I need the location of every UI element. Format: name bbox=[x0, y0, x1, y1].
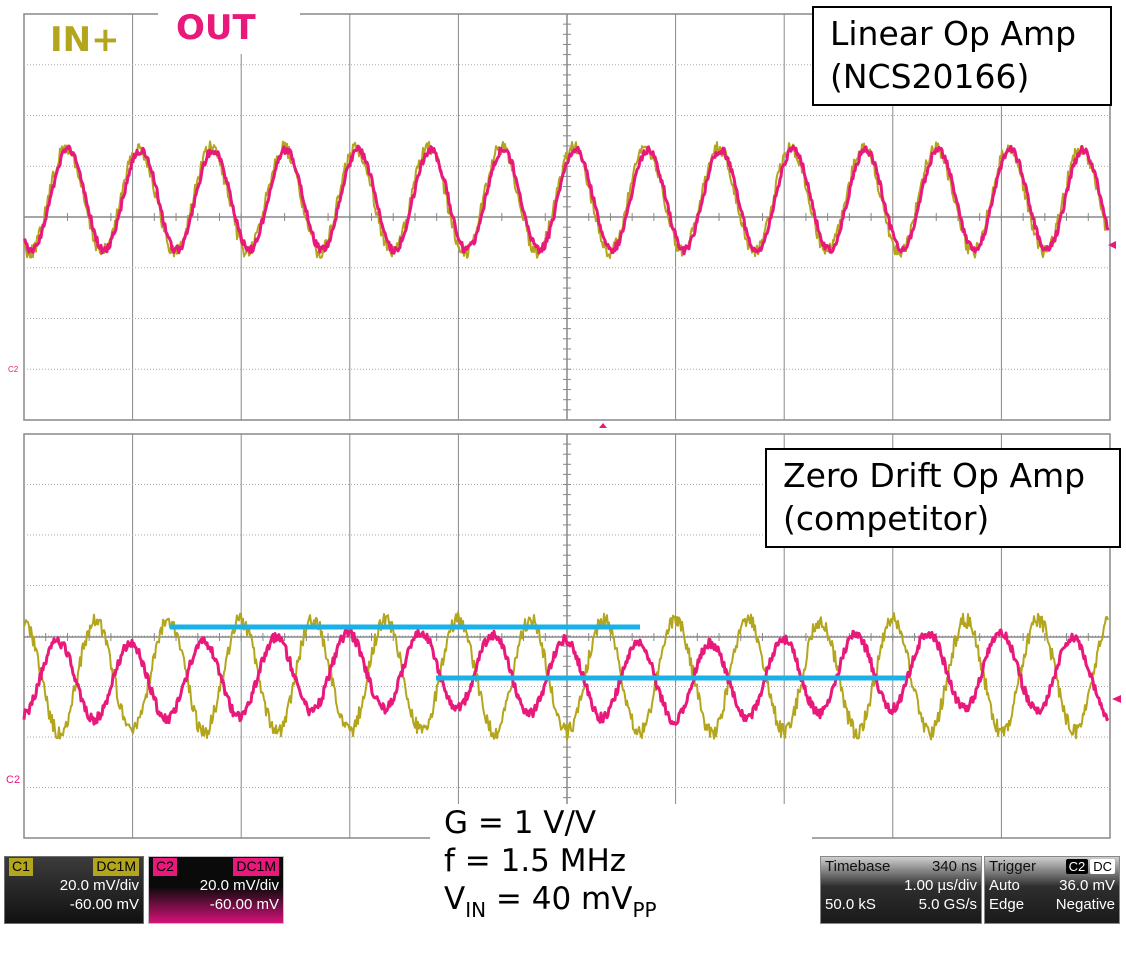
trigger-level: 36.0 mV bbox=[1059, 877, 1115, 894]
channel1-scale: 20.0 mV/div bbox=[59, 877, 139, 894]
channel1-name: C1 bbox=[9, 858, 33, 876]
trigger-panel[interactable]: Trigger C2 DC Auto 36.0 mV Edge Negative bbox=[984, 856, 1120, 924]
linear-label-line2: (NCS20166) bbox=[830, 57, 1030, 96]
bottom-ch2-level-arrow bbox=[1112, 695, 1121, 703]
channel2-name: C2 bbox=[153, 858, 177, 876]
trigger-position-arrow bbox=[599, 423, 607, 428]
in-plus-label: IN+ bbox=[50, 20, 120, 60]
zero-drift-op-amp-label: Zero Drift Op Amp (competitor) bbox=[765, 448, 1121, 548]
channel1-panel[interactable]: C1 DC1M 20.0 mV/div -60.00 mV bbox=[4, 856, 144, 924]
top-in-trace bbox=[23, 140, 1109, 260]
bottom-out-trace bbox=[22, 627, 1110, 726]
trigger-mode: Auto bbox=[989, 877, 1020, 894]
timebase-panel[interactable]: Timebase 340 ns 1.00 µs/div 50.0 kS 5.0 GS… bbox=[820, 856, 982, 924]
waveform-traces bbox=[22, 140, 1110, 741]
channel2-panel[interactable]: C2 DC1M 20.0 mV/div -60.00 mV bbox=[148, 856, 284, 924]
top-out-trace bbox=[22, 144, 1110, 256]
timebase-samples: 50.0 kS bbox=[825, 896, 876, 913]
linear-op-amp-label: Linear Op Amp (NCS20166) bbox=[812, 6, 1112, 106]
timebase-title: Timebase bbox=[825, 858, 891, 875]
zero-label-line2: (competitor) bbox=[783, 499, 990, 538]
channel2-offset: -60.00 mV bbox=[209, 896, 279, 913]
trigger-title: Trigger bbox=[989, 858, 1036, 875]
out-label: OUT bbox=[158, 8, 300, 54]
gain-param: G = 1 V/V bbox=[444, 805, 597, 841]
channel2-scale: 20.0 mV/div bbox=[199, 877, 279, 894]
trigger-slope: Negative bbox=[1055, 896, 1115, 913]
bottom-in-trace bbox=[23, 611, 1109, 741]
trigger-type: Edge bbox=[989, 896, 1025, 913]
linear-label-line1: Linear Op Amp bbox=[830, 14, 1077, 53]
timebase-scale: 1.00 µs/div bbox=[904, 877, 977, 894]
channel2-coupling: DC1M bbox=[233, 858, 279, 876]
top-ch2-level-arrow bbox=[1108, 241, 1116, 249]
test-parameters: G = 1 V/V f = 1.5 MHz VIN = 40 mVPP bbox=[430, 804, 812, 942]
timebase-rate: 5.0 GS/s bbox=[918, 896, 977, 913]
trigger-source: C2 bbox=[1065, 859, 1089, 874]
timebase-delay: 340 ns bbox=[931, 858, 977, 875]
bottom-c2-marker: C2 bbox=[6, 774, 20, 786]
top-c2-marker: C2 bbox=[8, 365, 19, 374]
zero-label-line1: Zero Drift Op Amp bbox=[783, 456, 1086, 495]
trigger-coupling: DC bbox=[1090, 859, 1115, 874]
channel1-offset: -60.00 mV bbox=[69, 896, 139, 913]
freq-param: f = 1.5 MHz bbox=[444, 843, 627, 879]
vin-param: VIN = 40 mVPP bbox=[444, 881, 657, 922]
channel1-coupling: DC1M bbox=[93, 858, 139, 876]
